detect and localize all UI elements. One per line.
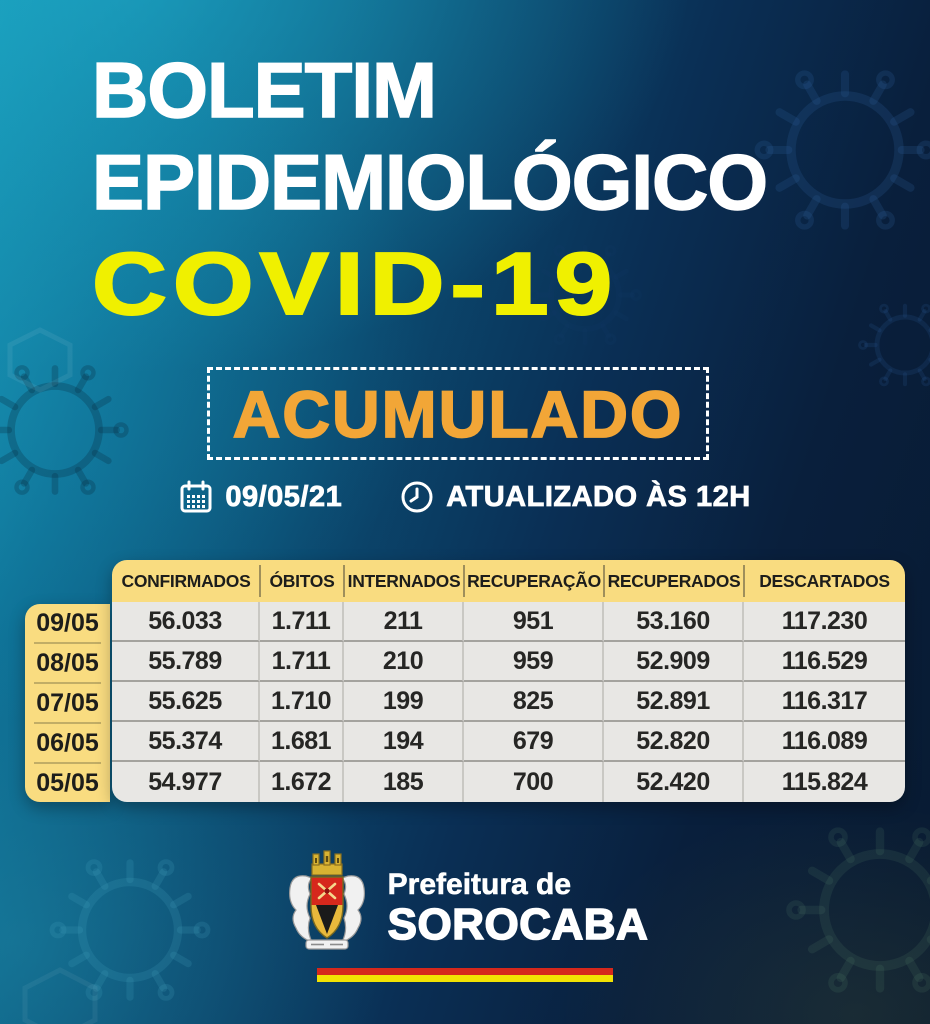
acumulado-badge: ACUMULADO [207,367,709,460]
brand-stripes [317,968,613,982]
table-cell: 1.672 [260,762,344,802]
table-cell: 700 [464,762,604,802]
table-cell: 52.420 [604,762,744,802]
table-header-row: CONFIRMADOS ÓBITOS INTERNADOS RECUPERAÇÃ… [112,560,905,602]
yellow-stripe [317,975,613,982]
table-cell: 1.710 [260,682,344,722]
column-header-obitos: ÓBITOS [260,560,345,602]
column-header-recuperados: RECUPERADOS [604,560,745,602]
date-cell: 07/05 [34,684,101,724]
table-grid: CONFIRMADOS ÓBITOS INTERNADOS RECUPERAÇÃ… [112,560,905,802]
table-body: 56.033 1.711 211 951 53.160 117.230 55.7… [112,602,905,802]
date-cell: 08/05 [34,644,101,684]
table-cell: 185 [344,762,464,802]
table-cell: 52.891 [604,682,744,722]
date-cell: 05/05 [36,768,99,797]
title-line-1: BOLETIM [91,45,437,135]
covid-data-table: 09/05 08/05 07/05 06/05 05/05 CONFIRMADO… [25,560,905,804]
table-cell: 825 [464,682,604,722]
table-cell: 54.977 [112,762,260,802]
date-cell: 09/05 [34,604,101,644]
table-cell: 52.820 [604,722,744,762]
column-header-descartados: DESCARTADOS [759,570,890,591]
org-name-line2: SOROCABA [387,900,649,949]
table-cell: 56.033 [112,602,260,642]
city-brand: Prefeitura de SOROCABA [282,846,649,956]
table-cell: 53.160 [604,602,744,642]
title-block: BOLETIM EPIDEMIOLÓGICO COVID-19 [91,44,769,334]
org-name-line1: Prefeitura de [387,868,572,902]
table-cell: 116.529 [744,642,905,682]
covid-title: COVID-19 [91,233,619,334]
table-cell: 115.824 [781,767,868,796]
table-cell: 194 [344,722,464,762]
table-cell: 116.089 [744,722,905,762]
table-cell: 116.317 [744,682,905,722]
table-cell: 679 [464,722,604,762]
table-cell: 959 [464,642,604,682]
acumulado-label: ACUMULADO [232,376,684,452]
table-cell: 55.789 [112,642,260,682]
date-cell: 06/05 [34,724,101,764]
column-header-internados: INTERNADOS [344,560,465,602]
table-cell: 951 [464,602,604,642]
updated-time: ATUALIZADO ÀS 12H [446,480,751,513]
report-date: 09/05/21 [225,480,343,513]
table-cell: 211 [344,602,464,642]
table-cell: 1.711 [260,602,344,642]
meta-row: 09/05/21 ATUALIZADO ÀS 12H [0,476,930,518]
updated-time-group: ATUALIZADO ÀS 12H [400,480,751,514]
table-cell: 55.374 [112,722,260,762]
org-names: Prefeitura de SOROCABA [387,854,649,949]
title-line-2: EPIDEMIOLÓGICO [91,137,769,227]
sorocaba-coat-of-arms-icon [288,850,365,950]
column-header-recuperacao: RECUPERAÇÃO [464,560,605,602]
red-stripe [317,968,613,975]
calendar-icon [180,480,212,513]
table-cell: 210 [344,642,464,682]
report-date-group: 09/05/21 [179,480,342,514]
dates-column: 09/05 08/05 07/05 06/05 05/05 [25,604,110,802]
column-header-confirmados: CONFIRMADOS [112,560,261,602]
table-cell: 199 [344,682,464,722]
clock-icon [401,481,433,513]
table-cell: 1.711 [260,642,344,682]
table-cell: 55.625 [112,682,260,722]
table-cell: 52.909 [604,642,744,682]
footer: Prefeitura de SOROCABA [0,846,930,982]
table-cell: 1.681 [260,722,344,762]
table-cell: 117.230 [744,602,905,642]
